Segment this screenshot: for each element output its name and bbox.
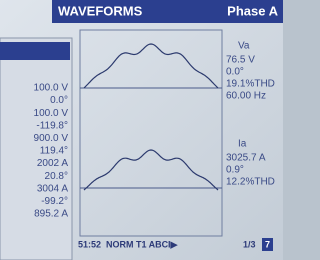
voltage-line: 0.0° [226,67,244,78]
phasor-value: 100.0 V [34,108,69,119]
status-mode: NORM T1 ABC [106,239,169,249]
status-time: 51:52 [78,239,101,249]
device-screen: WAVEFORMS Phase A Va 76.5 V 0.0° 19.1%TH… [0,0,283,260]
phasor-value: 119.4° [40,146,68,157]
phasor-value: 3004 A [37,183,68,194]
voltage-line: 60.00 Hz [226,91,266,102]
phasor-value: 900.0 V [34,133,69,144]
voltage-line: 76.5 V [226,55,255,66]
phasor-value: -119.8° [36,120,68,131]
status-arrow: I▶ [168,239,179,249]
phasor-value: 100.0 V [34,83,69,94]
voltage-line: 19.1%THD [226,79,275,90]
status-page: 1/3 [243,239,256,249]
current-line: 3025.7 A [226,153,266,164]
status-key: 7 [265,239,270,249]
current-line: 12.2%THD [226,177,275,188]
current-line: 0.9° [226,165,244,176]
voltage-label: Va [238,41,250,52]
phasor-value: 0.0° [50,95,68,106]
phasor-panel: 100.0 V0.0°100.0 V-119.8°900.0 V119.4°20… [0,38,72,260]
current-label: Ia [238,139,247,150]
phasor-panel-header [0,42,70,60]
header-phase: Phase A [227,3,278,18]
phasor-value: 895.2 A [34,209,68,220]
phasor-value: -99.2° [41,196,68,207]
phasor-value: 2002 A [37,158,68,169]
header-title: WAVEFORMS [58,3,143,18]
phasor-value: 20.8° [45,171,68,182]
